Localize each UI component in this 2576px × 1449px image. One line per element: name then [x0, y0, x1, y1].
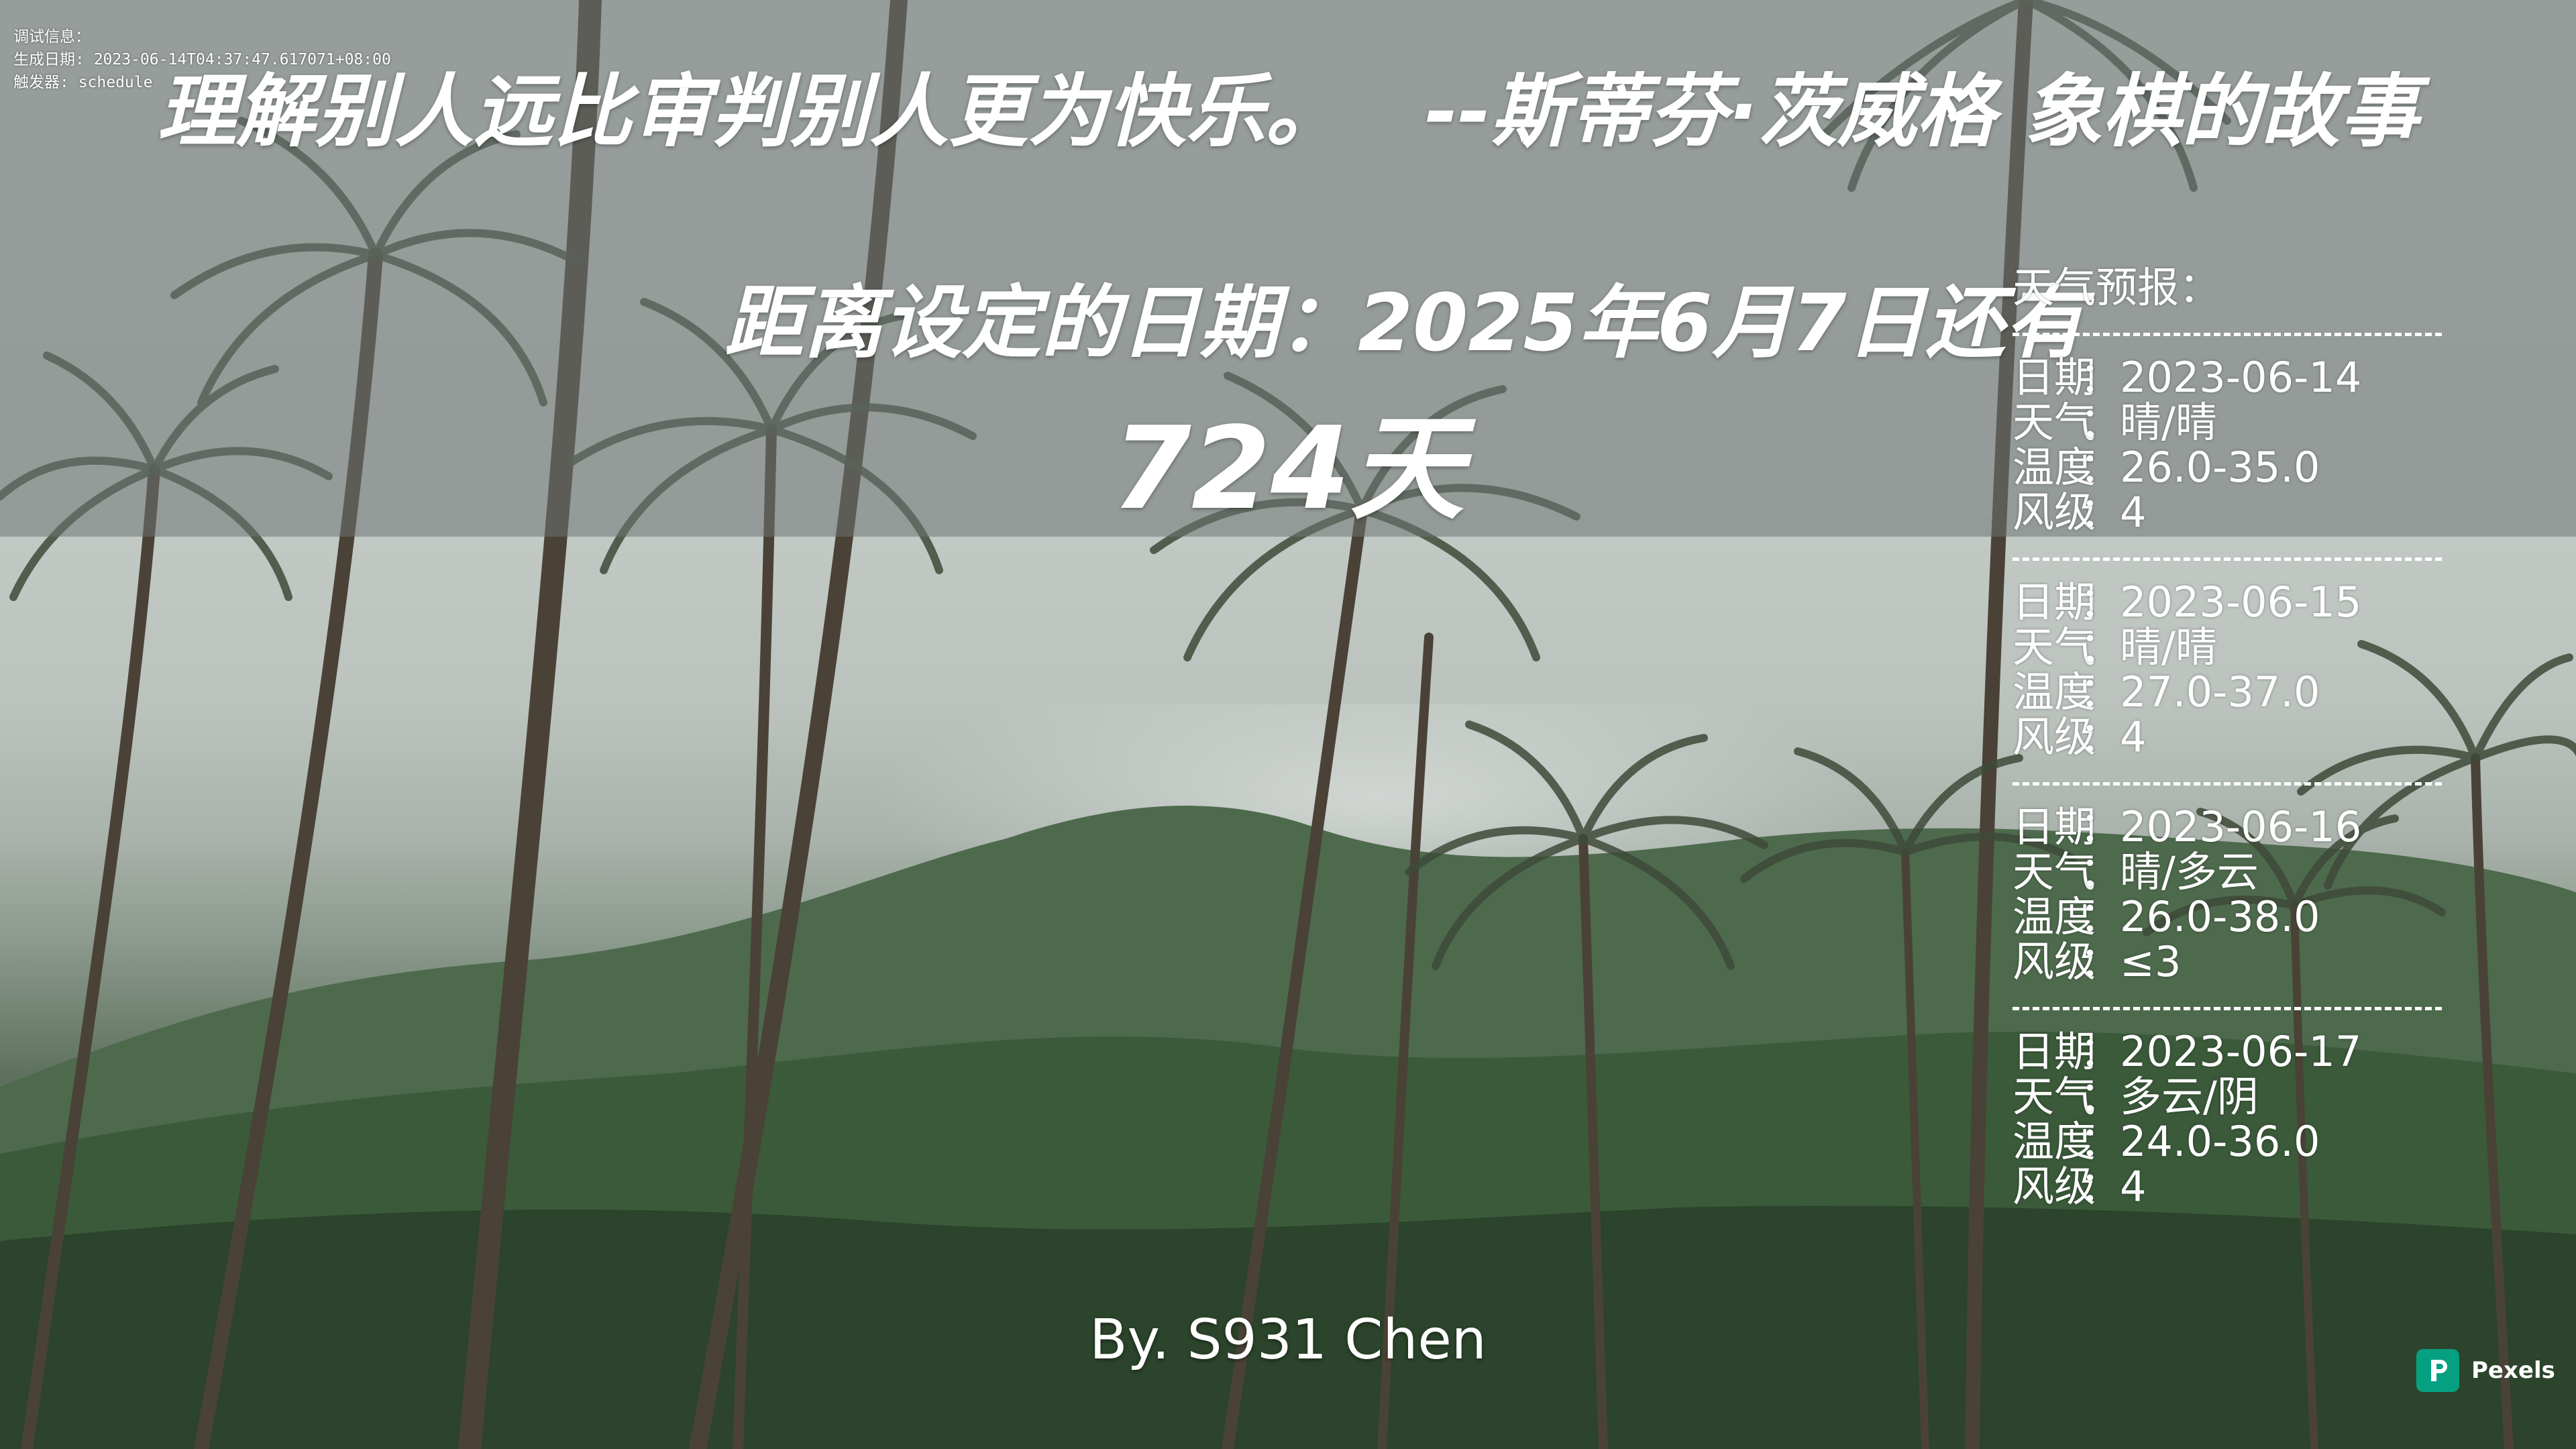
weather-divider [2012, 984, 2442, 1029]
colon: ： [2080, 488, 2122, 537]
forecast-temp-row: 温度：26.0-35.0 [2012, 445, 2442, 490]
forecast-wind: ≤3 [2120, 937, 2182, 986]
forecast-wind-row: 风级：4 [2012, 1164, 2442, 1209]
wind-label: 风级 [2012, 1162, 2096, 1211]
colon: ： [2080, 1072, 2122, 1121]
wind-label: 风级 [2012, 488, 2096, 537]
forecast-wind: 4 [2120, 712, 2147, 761]
weather-label: 天气 [2012, 398, 2096, 447]
colon: ： [2080, 443, 2122, 492]
forecast-date: 2023-06-17 [2120, 1027, 2362, 1076]
forecast-wind: 4 [2120, 1162, 2147, 1211]
quote-text: 理解别人远比审判别人更为快乐。 [157, 65, 1345, 158]
forecast-weather-row: 天气：多云/阴 [2012, 1074, 2442, 1119]
debug-trigger: 触发器: schedule [13, 74, 153, 91]
colon: ： [2080, 1162, 2122, 1211]
forecast-weather: 多云/阴 [2120, 1072, 2259, 1121]
quote-source: --斯蒂芬·茨威格 象棋的故事 [1425, 65, 2419, 158]
colon: ： [2080, 1117, 2122, 1166]
weather-label: 天气 [2012, 847, 2096, 896]
forecast-day: 日期：2023-06-15 天气：晴/晴 温度：27.0-37.0 风级：4 [2012, 580, 2442, 759]
forecast-wind-row: 风级：≤3 [2012, 939, 2442, 984]
forecast-date-row: 日期：2023-06-16 [2012, 804, 2442, 849]
colon: ： [2080, 353, 2122, 402]
forecast-weather-row: 天气：晴/多云 [2012, 849, 2442, 894]
forecast-day: 日期：2023-06-17 天气：多云/阴 温度：24.0-36.0 风级：4 [2012, 1029, 2442, 1209]
weather-label: 天气 [2012, 1072, 2096, 1121]
forecast-weather-row: 天气：晴/晴 [2012, 625, 2442, 669]
forecast-temp: 27.0-37.0 [2120, 667, 2320, 716]
temp-label: 温度 [2012, 1117, 2096, 1166]
pexels-logo-icon [2416, 1349, 2459, 1392]
author-signature: By. S931 Chen [1089, 1308, 1487, 1372]
forecast-wind: 4 [2120, 488, 2147, 537]
forecast-weather-row: 天气：晴/晴 [2012, 400, 2442, 445]
temp-label: 温度 [2012, 667, 2096, 716]
forecast-date: 2023-06-16 [2120, 802, 2362, 851]
weather-divider [2012, 535, 2442, 580]
forecast-day: 日期：2023-06-16 天气：晴/多云 温度：26.0-38.0 风级：≤3 [2012, 804, 2442, 984]
forecast-wind-row: 风级：4 [2012, 714, 2442, 759]
weather-divider [2012, 759, 2442, 804]
forecast-temp: 26.0-38.0 [2120, 892, 2320, 941]
colon: ： [2080, 1027, 2122, 1076]
temp-label: 温度 [2012, 443, 2096, 492]
colon: ： [2080, 667, 2122, 716]
date-label: 日期 [2012, 578, 2096, 627]
colon: ： [2080, 623, 2122, 672]
countdown-days: 724天 [1112, 402, 1464, 535]
pexels-credit[interactable]: Pexels [2416, 1347, 2555, 1394]
date-label: 日期 [2012, 1027, 2096, 1076]
forecast-weather: 晴/多云 [2120, 847, 2259, 896]
forecast-date-row: 日期：2023-06-17 [2012, 1029, 2442, 1074]
forecast-temp: 26.0-35.0 [2120, 443, 2320, 492]
weather-label: 天气 [2012, 623, 2096, 672]
colon: ： [2080, 712, 2122, 761]
forecast-wind-row: 风级：4 [2012, 490, 2442, 535]
wind-label: 风级 [2012, 712, 2096, 761]
forecast-temp: 24.0-36.0 [2120, 1117, 2320, 1166]
date-label: 日期 [2012, 353, 2096, 402]
forecast-date-row: 日期：2023-06-14 [2012, 355, 2442, 400]
debug-info: 调试信息： 生成日期: 2023-06-14T04:37:47.617071+0… [13, 25, 391, 94]
pexels-label: Pexels [2471, 1357, 2555, 1384]
colon: ： [2080, 892, 2122, 941]
forecast-date: 2023-06-14 [2120, 353, 2362, 402]
colon: ： [2080, 398, 2122, 447]
wind-label: 风级 [2012, 937, 2096, 986]
debug-title: 调试信息： [13, 28, 91, 46]
quote-banner: 理解别人远比审判别人更为快乐。 --斯蒂芬·茨威格 象棋的故事 [0, 47, 2576, 162]
forecast-day: 日期：2023-06-14 天气：晴/晴 温度：26.0-35.0 风级：4 [2012, 355, 2442, 535]
countdown-label: 距离设定的日期：2025年6月7日还有 [724, 276, 2084, 369]
debug-generated-date: 生成日期: 2023-06-14T04:37:47.617071+08:00 [13, 51, 391, 68]
top-overlay-band [0, 0, 2576, 537]
weather-divider [2012, 310, 2442, 355]
forecast-date-row: 日期：2023-06-15 [2012, 580, 2442, 625]
weather-forecast-panel: 天气预报： 日期：2023-06-14 天气：晴/晴 温度：26.0-35.0 … [2012, 265, 2442, 1209]
forecast-weather: 晴/晴 [2120, 623, 2217, 672]
colon: ： [2080, 802, 2122, 851]
forecast-weather: 晴/晴 [2120, 398, 2217, 447]
forecast-temp-row: 温度：26.0-38.0 [2012, 894, 2442, 939]
colon: ： [2080, 937, 2122, 986]
colon: ： [2080, 847, 2122, 896]
colon: ： [2080, 578, 2122, 627]
temp-label: 温度 [2012, 892, 2096, 941]
weather-title: 天气预报： [2012, 263, 2221, 312]
forecast-temp-row: 温度：27.0-37.0 [2012, 669, 2442, 714]
forecast-temp-row: 温度：24.0-36.0 [2012, 1119, 2442, 1164]
forecast-date: 2023-06-15 [2120, 578, 2362, 627]
date-label: 日期 [2012, 802, 2096, 851]
